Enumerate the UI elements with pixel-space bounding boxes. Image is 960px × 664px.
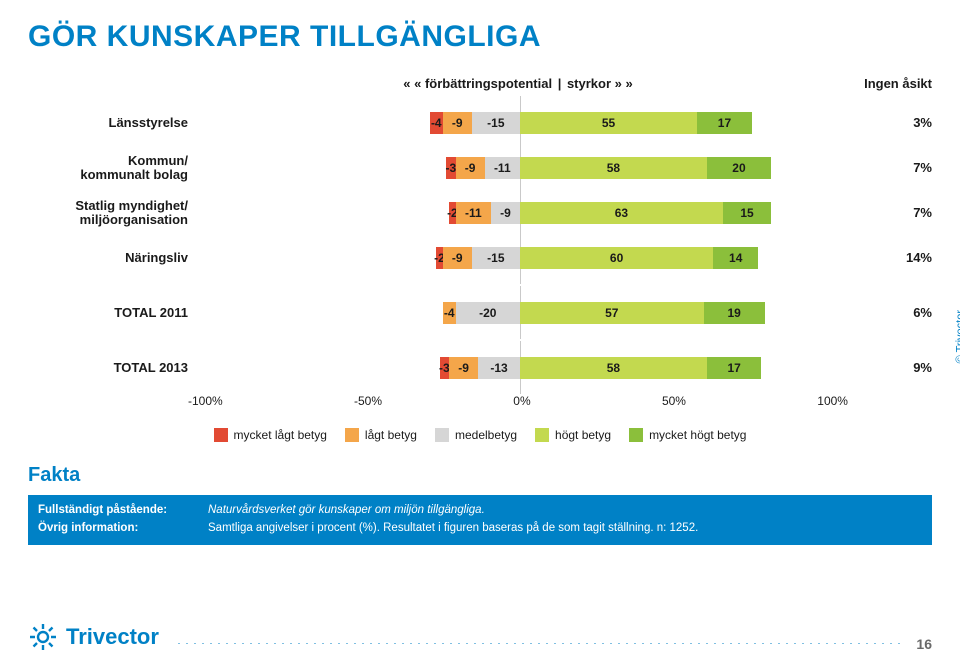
bar-zone: -4-9-155517 bbox=[198, 100, 842, 145]
fakta-row: Övrig information:Samtliga angivelser i … bbox=[28, 519, 932, 537]
legend-swatch bbox=[435, 428, 449, 442]
chart: « « förbättringspotential | styrkor » » … bbox=[28, 76, 932, 442]
bar-zone: -3-9-135817 bbox=[198, 345, 842, 390]
bar-row: Näringsliv-2-9-15601414% bbox=[28, 235, 932, 280]
bar-segment: 58 bbox=[520, 357, 707, 379]
fakta-key: Övrig information: bbox=[38, 522, 208, 534]
legend-item: högt betyg bbox=[535, 428, 611, 442]
row-label: Kommun/kommunalt bolag bbox=[28, 154, 198, 182]
no-opinion-value: 9% bbox=[842, 360, 932, 375]
legend-item: medelbetyg bbox=[435, 428, 517, 442]
marker-right: » » bbox=[615, 76, 633, 91]
bar-segment: -13 bbox=[478, 357, 520, 379]
bar-segment: 55 bbox=[520, 112, 697, 134]
bar-zone: -3-9-115820 bbox=[198, 145, 842, 190]
bar-segment: -15 bbox=[472, 247, 520, 269]
bar-segment: 17 bbox=[707, 357, 762, 379]
legend-swatch bbox=[214, 428, 228, 442]
bar-segment: 58 bbox=[520, 157, 707, 179]
fakta-value: Samtliga angivelser i procent (%). Resul… bbox=[208, 522, 932, 534]
row-label: Länsstyrelse bbox=[28, 116, 198, 130]
gear-icon bbox=[28, 622, 58, 652]
brand-logo: Trivector bbox=[28, 622, 159, 652]
legend-label: lågt betyg bbox=[365, 428, 417, 442]
slide-title: GÖR KUNSKAPER TILLGÄNGLIGA bbox=[28, 20, 932, 54]
x-axis: -100% -50% 0% 50% 100% bbox=[28, 394, 932, 408]
bar-zone: -4-205719 bbox=[198, 290, 842, 335]
bar-segment: -9 bbox=[443, 112, 472, 134]
bar-segment: 19 bbox=[704, 302, 765, 324]
axis-tick: 50% bbox=[662, 394, 686, 408]
bar-segment: -3 bbox=[446, 157, 456, 179]
page-number: 16 bbox=[916, 636, 932, 652]
bar-segment: 63 bbox=[520, 202, 723, 224]
legend: mycket lågt betyg lågt betyg medelbetyg hög… bbox=[28, 428, 932, 442]
legend-item: mycket lågt betyg bbox=[214, 428, 327, 442]
label-right: styrkor bbox=[567, 76, 611, 91]
no-opinion-value: 3% bbox=[842, 115, 932, 130]
fakta-row: Fullständigt påstående:Naturvårdsverket … bbox=[28, 501, 932, 519]
bar-segment: -9 bbox=[456, 157, 485, 179]
bar-row: TOTAL 2013-3-9-1358179% bbox=[28, 345, 932, 390]
label-left: förbättringspotential bbox=[425, 76, 552, 91]
bar-segment: 15 bbox=[723, 202, 771, 224]
axis-tick: 0% bbox=[513, 394, 530, 408]
copyright: © Trivector bbox=[954, 310, 960, 363]
axis-tick: -100% bbox=[188, 394, 223, 408]
no-opinion-value: 6% bbox=[842, 305, 932, 320]
no-opinion-value: 7% bbox=[842, 160, 932, 175]
fakta-key: Fullständigt påstående: bbox=[38, 504, 208, 516]
bar-segment: -4 bbox=[443, 302, 456, 324]
bar-row: Kommun/kommunalt bolag-3-9-1158207% bbox=[28, 145, 932, 190]
row-label: TOTAL 2013 bbox=[28, 361, 198, 375]
brand-text: Trivector bbox=[66, 624, 159, 650]
bar-segment: -4 bbox=[430, 112, 443, 134]
bar-segment: 20 bbox=[707, 157, 771, 179]
fakta-block: Fakta Fullständigt påstående:Naturvårdsv… bbox=[28, 464, 932, 545]
legend-swatch bbox=[629, 428, 643, 442]
row-label: Statlig myndighet/miljöorganisation bbox=[28, 199, 198, 227]
chart-top-labels: « « förbättringspotential | styrkor » » … bbox=[28, 76, 932, 91]
bar-segment: -9 bbox=[449, 357, 478, 379]
bar-segment: -20 bbox=[456, 302, 520, 324]
legend-swatch bbox=[535, 428, 549, 442]
bar-segment: -9 bbox=[491, 202, 520, 224]
legend-swatch bbox=[345, 428, 359, 442]
bar-segment: 17 bbox=[697, 112, 752, 134]
legend-item: lågt betyg bbox=[345, 428, 417, 442]
center-sep: | bbox=[556, 76, 564, 91]
no-opinion-value: 7% bbox=[842, 205, 932, 220]
axis-tick: 100% bbox=[817, 394, 848, 408]
footer-dots bbox=[175, 643, 900, 644]
footer: Trivector 16 bbox=[28, 622, 932, 652]
legend-item: mycket högt betyg bbox=[629, 428, 746, 442]
bar-segment: -9 bbox=[443, 247, 472, 269]
bar-segment: 60 bbox=[520, 247, 713, 269]
fakta-value: Naturvårdsverket gör kunskaper om miljön… bbox=[208, 504, 932, 516]
bar-segment: -3 bbox=[440, 357, 450, 379]
bar-segment: -15 bbox=[472, 112, 520, 134]
legend-label: mycket lågt betyg bbox=[234, 428, 327, 442]
bar-row: Länsstyrelse-4-9-1555173% bbox=[28, 100, 932, 145]
bar-zone: -2-11-96315 bbox=[198, 190, 842, 235]
axis-tick: -50% bbox=[354, 394, 382, 408]
legend-label: medelbetyg bbox=[455, 428, 517, 442]
bar-segment: -11 bbox=[485, 157, 520, 179]
bar-zone: -2-9-156014 bbox=[198, 235, 842, 280]
bar-row: Statlig myndighet/miljöorganisation-2-11… bbox=[28, 190, 932, 235]
marker-left: « « bbox=[403, 76, 421, 91]
no-opinion-value: 14% bbox=[842, 250, 932, 265]
legend-label: högt betyg bbox=[555, 428, 611, 442]
bar-segment: -11 bbox=[456, 202, 491, 224]
legend-label: mycket högt betyg bbox=[649, 428, 746, 442]
row-label: Näringsliv bbox=[28, 251, 198, 265]
bar-segment: 57 bbox=[520, 302, 704, 324]
bar-segment: 14 bbox=[713, 247, 758, 269]
no-opinion-label: Ingen åsikt bbox=[848, 76, 932, 91]
fakta-heading: Fakta bbox=[28, 464, 932, 487]
bar-row: TOTAL 2011-4-2057196% bbox=[28, 290, 932, 335]
row-label: TOTAL 2011 bbox=[28, 306, 198, 320]
